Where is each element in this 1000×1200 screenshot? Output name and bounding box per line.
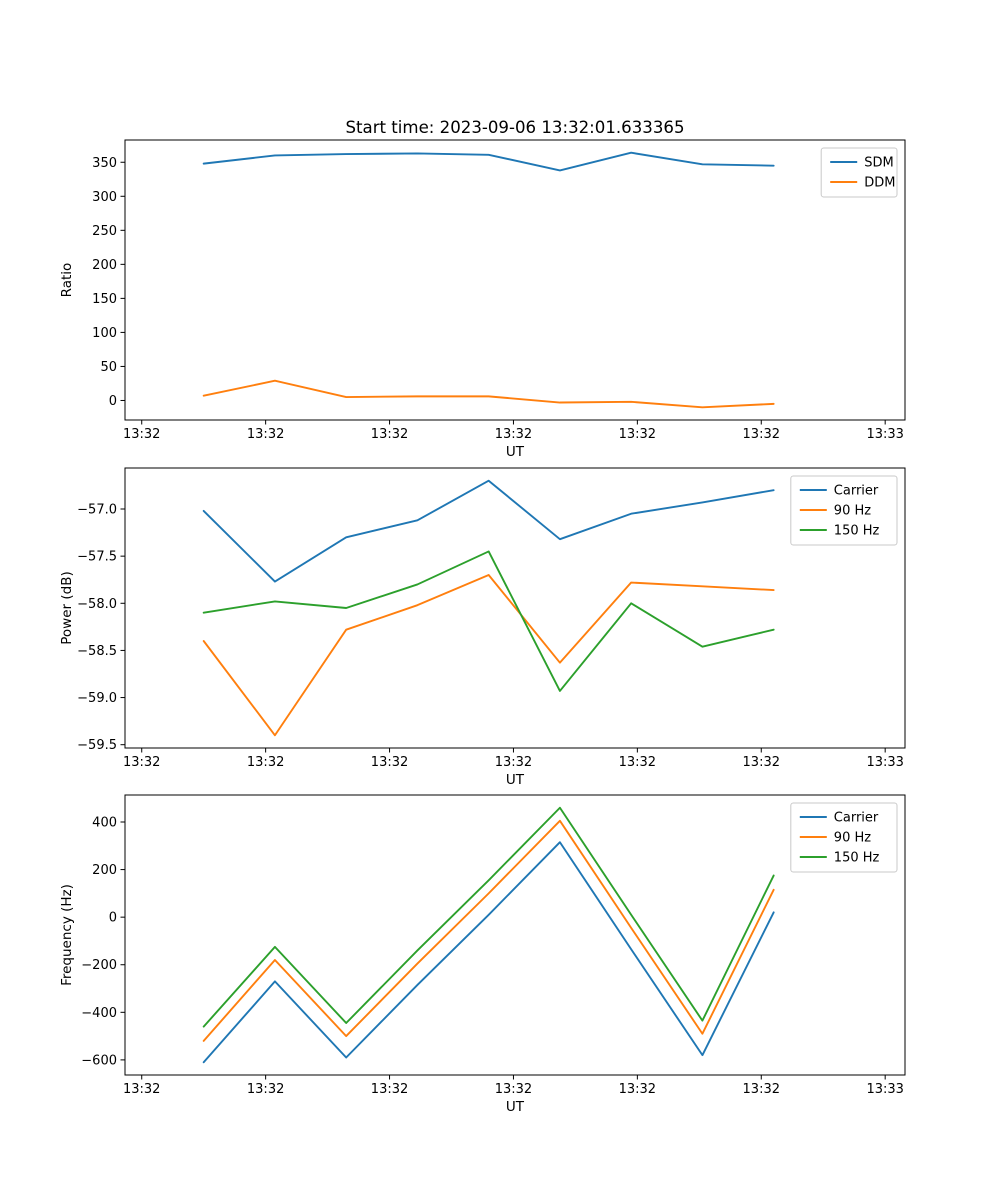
y-tick-label: 0 bbox=[109, 394, 117, 409]
y-tick-label: −200 bbox=[81, 958, 117, 973]
x-tick-label: 13:33 bbox=[866, 755, 903, 770]
x-tick-label: 13:32 bbox=[495, 755, 532, 770]
y-axis-label: Ratio bbox=[59, 263, 75, 298]
y-tick-label: 300 bbox=[92, 190, 117, 205]
legend-label: 150 Hz bbox=[834, 851, 880, 866]
y-tick-label: 150 bbox=[92, 292, 117, 307]
legend-label: 90 Hz bbox=[834, 831, 871, 846]
legend-label: SDM bbox=[864, 156, 893, 171]
x-tick-label: 13:32 bbox=[371, 755, 408, 770]
series-line-150-hz bbox=[202, 806, 775, 1028]
x-tick-label: 13:32 bbox=[743, 1082, 780, 1097]
legend-box bbox=[790, 475, 898, 546]
y-tick-label: 350 bbox=[92, 156, 117, 171]
y-tick-label: 50 bbox=[100, 360, 117, 375]
y-tick-label: 100 bbox=[92, 326, 117, 341]
x-tick-label: 13:33 bbox=[866, 1082, 903, 1097]
x-tick-label: 13:33 bbox=[866, 427, 903, 442]
x-tick-label: 13:32 bbox=[743, 427, 780, 442]
figure-title: Start time: 2023-09-06 13:32:01.633365 bbox=[345, 118, 685, 137]
series-line-90-hz bbox=[202, 574, 775, 737]
x-tick-label: 13:32 bbox=[619, 755, 656, 770]
x-tick-label: 13:32 bbox=[495, 1082, 532, 1097]
y-tick-label: 0 bbox=[109, 911, 117, 926]
y-tick-label: −400 bbox=[81, 1006, 117, 1021]
y-tick-label: −58.0 bbox=[77, 597, 117, 612]
y-tick-label: −59.0 bbox=[77, 691, 117, 706]
y-tick-label: 200 bbox=[92, 863, 117, 878]
legend-label: 90 Hz bbox=[834, 504, 871, 519]
x-axis-label: UT bbox=[506, 1099, 525, 1115]
x-tick-label: 13:32 bbox=[495, 427, 532, 442]
series-line-carrier bbox=[202, 841, 775, 1064]
y-axis-label: Frequency (Hz) bbox=[59, 884, 75, 986]
y-tick-label: 200 bbox=[92, 258, 117, 273]
legend-label: 150 Hz bbox=[834, 524, 880, 539]
chart-ratio: 13:32 13:32 13:32 13:32 13:32 13:32 13:33 0 50 10… bbox=[59, 139, 906, 460]
y-tick-label: −600 bbox=[81, 1053, 117, 1068]
x-tick-label: 13:32 bbox=[123, 1082, 160, 1097]
chart-power: 13:32 13:32 13:32 13:32 13:32 13:32 13:33 −59.5… bbox=[59, 467, 906, 788]
x-tick-label: 13:32 bbox=[123, 427, 160, 442]
y-tick-label: 250 bbox=[92, 224, 117, 239]
y-axis-label: Power (dB) bbox=[59, 571, 75, 644]
x-tick-label: 13:32 bbox=[247, 427, 284, 442]
series-line-90-hz bbox=[202, 819, 775, 1042]
series-line-sdm bbox=[202, 151, 775, 172]
legend-label: Carrier bbox=[834, 811, 879, 826]
axes-frame bbox=[124, 467, 906, 749]
x-tick-label: 13:32 bbox=[619, 1082, 656, 1097]
y-tick-label: −57.0 bbox=[77, 503, 117, 518]
y-tick-label: 400 bbox=[92, 816, 117, 831]
legend-label: Carrier bbox=[834, 484, 879, 499]
x-tick-label: 13:32 bbox=[371, 427, 408, 442]
legend-label: DDM bbox=[864, 176, 895, 191]
x-axis-label: UT bbox=[506, 444, 525, 460]
x-tick-label: 13:32 bbox=[743, 755, 780, 770]
series-line-ddm bbox=[202, 379, 775, 409]
x-tick-label: 13:32 bbox=[123, 755, 160, 770]
chart-frequency: 13:32 13:32 13:32 13:32 13:32 13:32 13:33 −600 −… bbox=[59, 794, 906, 1115]
y-tick-label: −59.5 bbox=[77, 738, 117, 753]
legend-box bbox=[790, 802, 898, 873]
legend: Carrier 90 Hz 150 Hz bbox=[790, 802, 898, 873]
axes-frame bbox=[124, 794, 906, 1076]
y-tick-label: −57.5 bbox=[77, 550, 117, 565]
x-tick-label: 13:32 bbox=[247, 755, 284, 770]
x-axis-label: UT bbox=[506, 772, 525, 788]
y-tick-label: −58.5 bbox=[77, 644, 117, 659]
series-line-150-hz bbox=[202, 550, 775, 692]
x-tick-label: 13:32 bbox=[247, 1082, 284, 1097]
x-tick-label: 13:32 bbox=[371, 1082, 408, 1097]
x-tick-label: 13:32 bbox=[619, 427, 656, 442]
legend: Carrier 90 Hz 150 Hz bbox=[790, 475, 898, 546]
axes-frame bbox=[124, 139, 906, 421]
series-line-carrier bbox=[202, 479, 775, 583]
legend-box bbox=[820, 147, 898, 198]
legend: SDM DDM bbox=[820, 147, 898, 198]
